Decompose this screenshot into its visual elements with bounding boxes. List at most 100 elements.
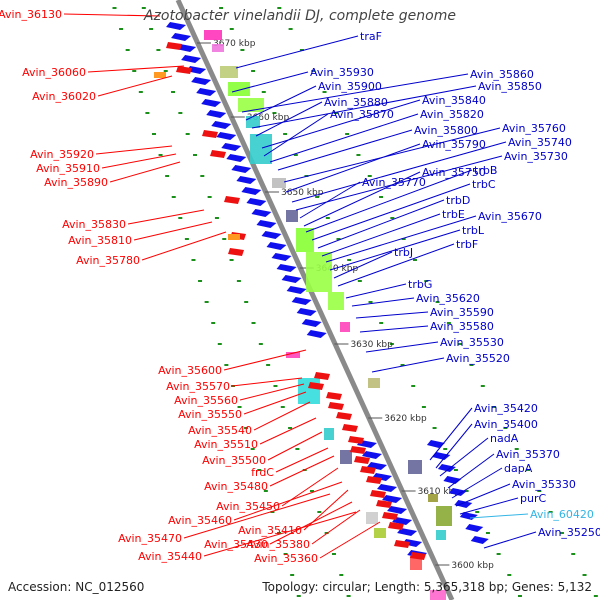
tick-dot-inner-right — [507, 574, 512, 576]
feature-arrow-minus — [370, 490, 386, 498]
feature-arrow-plus — [241, 187, 262, 195]
feature-arrow-plus — [387, 506, 408, 514]
tick-dot-inner-right — [421, 406, 426, 408]
left-gene-label: Avin_35810 — [68, 234, 132, 247]
cog-block — [286, 352, 300, 358]
tick-dot-outer-right — [288, 28, 293, 30]
right-leader-line — [325, 215, 477, 263]
left-gene-label: Avin_35450 — [216, 500, 280, 513]
tick-dot-inner-right — [443, 448, 448, 450]
feature-arrow-plus — [261, 231, 282, 239]
right-gene-label: Avin_35870 — [330, 108, 394, 121]
tick-dot-outer-left — [198, 280, 203, 282]
left-gene-label: Avin_35510 — [194, 438, 258, 451]
tick-dot-outer-left — [277, 532, 282, 534]
tick-dot-inner-right — [411, 385, 416, 387]
right-gene-label: trbF — [456, 238, 478, 251]
tick-dot-outer-left — [178, 217, 183, 219]
feature-arrow-plus — [181, 55, 202, 63]
left-gene-label: Avin_35600 — [158, 364, 222, 377]
tick-dot-inner-left — [185, 133, 190, 135]
tick-dot-inner-left — [229, 259, 234, 261]
tick-dot-inner-left — [200, 175, 205, 177]
tick-dot-outer-left — [296, 595, 301, 597]
feature-arrow-minus — [394, 540, 410, 548]
tick-dot-inner-left — [156, 49, 161, 51]
right-gene-label: Avin_35790 — [422, 138, 486, 151]
feature-arrow-plus — [426, 440, 445, 448]
left-gene-label: Avin_35910 — [36, 162, 100, 175]
left-leader-line — [231, 377, 303, 387]
feature-arrow-minus — [328, 402, 344, 410]
feature-arrow-plus — [301, 319, 322, 327]
feature-arrow-plus — [166, 22, 187, 30]
feature-arrow-plus — [382, 495, 403, 503]
left-gene-label: Avin_35570 — [166, 380, 230, 393]
tick-dot-inner-left — [171, 91, 176, 93]
tick-dot-outer-left — [138, 91, 143, 93]
feature-arrow-plus — [266, 242, 287, 250]
tick-dot-outer-left — [250, 448, 255, 450]
map-title: Azotobacter vinelandii DJ, complete geno… — [144, 8, 456, 24]
tick-dot-outer-left — [204, 301, 209, 303]
feature-arrow-plus — [271, 253, 292, 261]
cog-block — [328, 292, 344, 310]
left-leader-line — [109, 161, 181, 183]
left-leader-line — [87, 65, 185, 73]
kbp-tick-label: 3630 kbp — [350, 340, 393, 350]
tick-dot-outer-right — [367, 175, 372, 177]
cog-block — [306, 252, 332, 292]
right-leader-line — [459, 497, 519, 515]
right-leader-line — [303, 171, 421, 227]
left-leader-line — [97, 75, 173, 97]
right-leader-line — [483, 531, 537, 549]
right-gene-label: Avin_35760 — [502, 122, 566, 135]
right-leader-line — [439, 437, 489, 477]
tick-dot-outer-left — [145, 112, 150, 114]
feature-arrow-plus — [392, 517, 413, 525]
right-leader-line — [451, 467, 503, 499]
right-leader-line — [251, 85, 477, 129]
right-leader-line — [351, 297, 415, 307]
tick-dot-outer-right — [390, 217, 395, 219]
feature-arrow-minus — [342, 424, 358, 432]
right-gene-label: Avin_35620 — [416, 292, 480, 305]
right-gene-label: Avin_35900 — [318, 80, 382, 93]
left-leader-line — [63, 13, 161, 17]
right-leader-line — [295, 155, 503, 211]
feature-arrow-plus — [291, 297, 312, 305]
right-leader-line — [283, 127, 501, 183]
right-leader-line — [371, 357, 445, 373]
tick-dot-outer-left — [125, 49, 130, 51]
feature-orange — [154, 72, 166, 78]
tick-dot-outer-right — [582, 574, 587, 576]
tick-dot-outer-right — [559, 532, 564, 534]
left-gene-label: Avin_35550 — [178, 408, 242, 421]
right-gene-label: Avin_35880 — [324, 96, 388, 109]
right-gene-label: Avin_35670 — [478, 210, 542, 223]
tick-dot-outer-right — [537, 490, 542, 492]
right-leader-line — [277, 129, 413, 171]
tick-dot-outer-left — [165, 175, 170, 177]
tick-dot-outer-right — [492, 406, 497, 408]
right-leader-line — [299, 181, 361, 219]
left-leader-line — [95, 145, 173, 155]
right-leader-line — [429, 407, 473, 461]
right-gene-label: Avin_35860 — [470, 68, 534, 81]
feature-arrow-minus — [360, 466, 376, 474]
feature-arrow-plus — [377, 484, 398, 492]
tick-dot-inner-left — [251, 322, 256, 324]
right-gene-label: Avin_35400 — [474, 418, 538, 431]
right-leader-line — [447, 453, 495, 489]
tick-dot-inner-right — [229, 28, 234, 30]
feature-arrow-minus — [348, 436, 364, 444]
right-gene-label: trbJ — [394, 246, 413, 259]
left-gene-label: Avin_36130 — [0, 8, 62, 21]
right-gene-label: trbB — [474, 164, 497, 177]
right-leader-line — [355, 311, 429, 319]
right-leader-line — [317, 199, 445, 249]
left-gene-label: Avin_35890 — [44, 176, 108, 189]
tick-dot-inner-left — [288, 427, 293, 429]
right-gene-label: purC — [520, 492, 546, 505]
